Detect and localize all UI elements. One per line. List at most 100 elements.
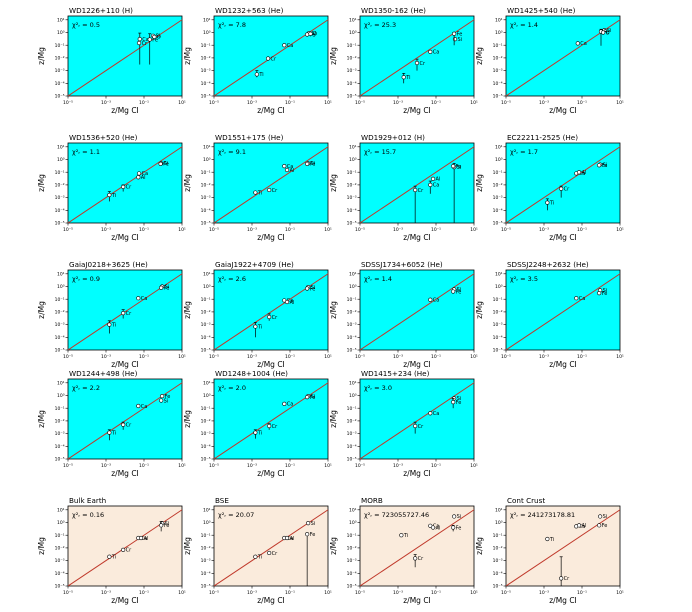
y-tick-label: 10¹ [349,17,357,23]
y-tick-label: 10⁻⁵ [201,584,211,590]
x-tick-label: 10⁻³ [393,354,403,360]
point-Cr [559,576,564,581]
y-tick-label: 10⁻⁵ [55,457,65,463]
y-tick-label: 10⁻¹ [55,533,65,539]
y-tick-label: 10⁻⁴ [347,444,357,450]
chi-label: χ²ᵣ = 9.1 [218,148,246,156]
point-label-Ti: Ti [257,190,262,196]
y-tick-label: 10¹ [495,271,503,277]
point-Fe [597,163,602,168]
y-tick-label: 10¹ [349,507,357,513]
one-to-one-line [360,146,474,223]
x-tick-label: 10⁻³ [539,354,549,360]
point-Al [430,176,436,181]
x-tick-label: 10⁻³ [101,354,111,360]
point-Ca [136,296,141,301]
point-label-Si: Si [603,514,608,520]
panel-8: EC22211-2525 (He) χ²ᵣ = 1.7 10⁻⁵ 10⁻³ 10⁻¹ 10… [475,133,624,242]
x-tick-label: 10⁻¹ [431,463,441,469]
x-tick-label: 10⁻³ [393,100,403,106]
point-label-Cr: Cr [142,41,148,47]
y-axis-label: z/Mg [183,301,192,319]
panel-title: Cont Crust [507,496,545,505]
point-Fe [451,289,456,294]
point-Ca [575,41,580,46]
y-tick-label: 10⁰ [495,157,503,163]
y-tick-label: 10⁻³ [347,195,357,201]
y-tick-label: 10⁻⁵ [347,221,357,227]
x-axis-label: z/Mg CI [111,596,139,605]
y-tick-label: 10⁻⁵ [347,457,357,463]
point-Ti [107,192,112,198]
point-label-Ca: Ca [141,536,148,542]
x-axis-label: z/Mg CI [549,233,577,242]
y-tick-label: 10⁻² [201,310,211,316]
point-Cr [414,60,420,66]
x-axis-label: z/Mg CI [403,469,431,478]
point-Ti [253,430,258,435]
y-tick-label: 10⁻³ [201,322,211,328]
panel-12: SDSSJ2248+2632 (He) χ²ᵣ = 3.5 10⁻⁵ 10⁻³ 10⁻¹… [475,260,624,369]
y-tick-label: 10¹ [57,380,65,386]
y-tick-label: 10⁻¹ [55,406,65,412]
point-Al [284,535,290,541]
panel-title: SDSSJ1734+6052 (He) [361,260,443,269]
y-tick-label: 10¹ [57,17,65,23]
x-tick-label: 10⁻⁵ [209,227,219,233]
point-label-Si: Si [312,31,317,37]
x-tick-label: 10⁻³ [393,590,403,596]
one-to-one-line [214,273,328,350]
y-axis-label: z/Mg [475,174,484,192]
chi-label: χ²ᵣ = 2.2 [72,384,100,392]
point-label-Ti: Ti [258,72,263,78]
x-tick-label: 10⁻¹ [139,590,149,596]
point-label-Cr: Cr [418,424,424,430]
x-tick-label: 10⁻¹ [431,100,441,106]
panel-5: WD1536+520 (He) χ²ᵣ = 1.1 10⁻⁵ 10⁻³ 10⁻¹ 10¹ 1… [37,133,186,242]
point-Ca [574,296,579,301]
point-label-Si: Si [164,161,169,167]
plot-area [359,505,475,587]
y-tick-label: 10⁻⁵ [493,94,503,100]
point-label-Ti: Ti [111,193,116,199]
point-label-Cr: Cr [418,556,424,562]
y-axis-label: z/Mg [475,537,484,555]
one-to-one-line [506,273,620,350]
one-to-one-line [360,509,474,586]
point-label-Ti: Ti [111,555,116,561]
point-Ti [253,554,258,559]
y-tick-label: 10⁻¹ [55,43,65,49]
chi-label: χ²ᵣ = 3.0 [364,384,392,392]
y-tick-label: 10⁻⁴ [201,444,211,450]
y-tick-label: 10⁻⁴ [201,335,211,341]
y-tick-label: 10⁻⁴ [55,335,65,341]
y-tick-label: 10⁻³ [55,68,65,74]
y-tick-label: 10⁰ [495,284,503,290]
x-tick-label: 10¹ [470,354,478,360]
plot-area [505,505,621,587]
y-tick-label: 10¹ [203,271,211,277]
plot-area [505,269,621,351]
y-tick-label: 10¹ [57,271,65,277]
chi-label: χ²ᵣ = 20.07 [218,511,254,519]
panel-15: WD1415+234 (He) χ²ᵣ = 3.0 10⁻⁵ 10⁻³ 10⁻¹ 10¹ 1… [329,369,478,478]
point-Cr [267,550,272,556]
x-tick-label: 10⁻¹ [285,100,295,106]
point-label-Cr: Cr [271,56,277,62]
x-axis-label: z/Mg CI [257,233,285,242]
y-tick-label: 10⁻⁵ [347,348,357,354]
point-label-Al: Al [141,175,146,181]
y-tick-label: 10⁰ [203,393,211,399]
point-label-Fe: Fe [152,37,158,43]
y-tick-label: 10¹ [57,507,65,513]
point-label-Si: Si [457,287,462,293]
point-label-Al: Al [144,536,149,542]
x-tick-label: 10⁻⁵ [63,463,73,469]
one-to-one-line [360,273,474,350]
x-tick-label: 10⁻³ [247,463,257,469]
y-tick-label: 10⁻³ [347,558,357,564]
point-label-Ca: Ca [287,298,294,304]
x-tick-label: 10¹ [324,590,332,596]
panel-title: WD1415+234 (He) [361,369,430,378]
y-axis-label: z/Mg [183,47,192,65]
